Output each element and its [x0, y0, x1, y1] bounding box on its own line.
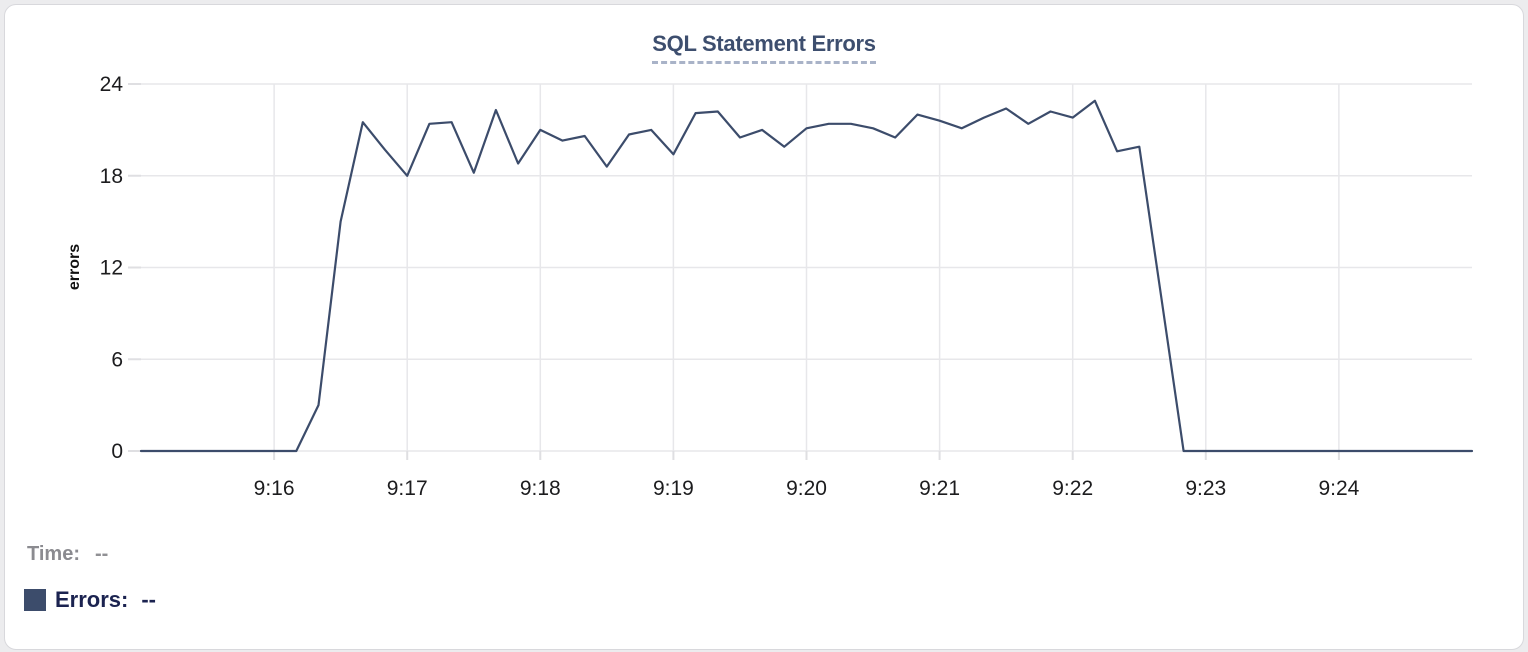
- time-readout-label: Time:: [27, 543, 80, 565]
- errors-series-swatch: [24, 589, 46, 611]
- svg-text:12: 12: [100, 257, 123, 280]
- svg-text:9:23: 9:23: [1185, 477, 1226, 500]
- errors-readout-label: Errors:: [55, 587, 129, 612]
- axis-tick-marks: [128, 83, 1340, 460]
- errors-line-chart[interactable]: 0 6 12 18 24 9:16 9:17 9:18 9:19 9:20 9:21 9:22 9:23…: [5, 5, 1524, 525]
- svg-text:9:16: 9:16: [254, 477, 295, 500]
- hover-readout-time: Time: --: [27, 543, 108, 566]
- svg-text:18: 18: [100, 165, 123, 188]
- grid-lines: [141, 83, 1472, 452]
- y-axis-labels: 0 6 12 18 24: [100, 73, 124, 463]
- svg-text:6: 6: [111, 348, 123, 371]
- chart-card: SQL Statement Errors 0 6 12 18 24 9:16 9:17 9:1…: [4, 4, 1524, 650]
- errors-series-line[interactable]: [139, 99, 1474, 453]
- svg-text:9:18: 9:18: [520, 477, 561, 500]
- x-axis-labels: 9:16 9:17 9:18 9:19 9:20 9:21 9:22 9:23 9:24: [254, 477, 1360, 500]
- chart-title[interactable]: SQL Statement Errors: [652, 31, 876, 64]
- svg-text:9:19: 9:19: [653, 477, 694, 500]
- chart-header: SQL Statement Errors: [5, 31, 1523, 64]
- svg-text:9:21: 9:21: [919, 477, 960, 500]
- time-readout-value: --: [94, 543, 109, 565]
- svg-text:9:20: 9:20: [786, 477, 827, 500]
- errors-readout-value: --: [141, 587, 157, 612]
- svg-text:24: 24: [100, 73, 124, 96]
- hover-readout-errors: Errors: --: [24, 587, 156, 613]
- svg-text:9:24: 9:24: [1318, 477, 1359, 500]
- svg-text:0: 0: [111, 440, 123, 463]
- svg-text:9:22: 9:22: [1052, 477, 1093, 500]
- y-axis-title: errors: [66, 244, 83, 290]
- svg-text:9:17: 9:17: [387, 477, 428, 500]
